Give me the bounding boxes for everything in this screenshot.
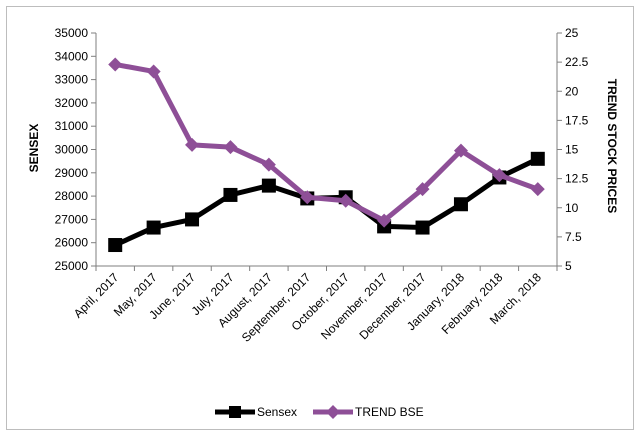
- legend: Sensex TREND BSE: [215, 405, 424, 419]
- series-layer: [108, 57, 545, 253]
- data-point: [108, 57, 123, 72]
- data-point: [415, 220, 430, 235]
- data-point: [223, 140, 238, 155]
- data-point: [453, 143, 468, 158]
- series-line: [114, 156, 539, 248]
- data-point: [146, 64, 161, 79]
- axes: [95, 33, 558, 267]
- legend-marker: [229, 406, 241, 418]
- left-tick-label: 34000: [55, 49, 89, 63]
- legend-item: Sensex: [215, 405, 297, 419]
- legend-label: TREND BSE: [355, 405, 424, 419]
- right-tick-label: 5: [565, 259, 572, 273]
- right-tick-label: 25: [565, 26, 579, 40]
- data-point: [261, 157, 276, 172]
- x-tick-label: December, 2017: [356, 270, 428, 342]
- data-point: [223, 187, 238, 202]
- right-tick-label: 12.5: [565, 172, 589, 186]
- data-point: [453, 197, 468, 212]
- left-axis-ticks: 25000 26000 27000 28000 29000 30000 31000 32000…: [55, 26, 96, 273]
- series-line: [114, 61, 539, 224]
- left-tick-label: 35000: [55, 26, 89, 40]
- x-tick-label: September, 2017: [239, 270, 314, 345]
- left-tick-label: 30000: [55, 143, 89, 157]
- right-tick-label: 15: [565, 143, 579, 157]
- data-point: [146, 220, 161, 235]
- left-tick-label: 31000: [55, 119, 89, 133]
- right-tick-label: 20: [565, 84, 579, 98]
- left-tick-label: 28000: [55, 189, 89, 203]
- right-tick-label: 22.5: [565, 55, 589, 69]
- legend-marker: [326, 405, 340, 419]
- data-point: [530, 151, 545, 166]
- chart-frame: [6, 6, 634, 430]
- data-point: [530, 182, 545, 197]
- legend-label: Sensex: [257, 405, 297, 419]
- data-point: [185, 137, 200, 152]
- left-tick-label: 27000: [55, 212, 89, 226]
- data-point: [415, 182, 430, 197]
- left-tick-label: 33000: [55, 73, 89, 87]
- data-point: [108, 238, 123, 253]
- left-tick-label: 29000: [55, 166, 89, 180]
- data-point: [377, 213, 392, 228]
- series-sensex: [108, 151, 545, 253]
- data-point: [300, 190, 315, 205]
- left-tick-label: 32000: [55, 96, 89, 110]
- y2-axis-title: TREND STOCK PRICES: [605, 79, 619, 213]
- series-trend-bse: [108, 57, 545, 228]
- right-tick-label: 7.5: [565, 230, 582, 244]
- data-point: [492, 168, 507, 183]
- right-tick-label: 10: [565, 201, 579, 215]
- x-tick-label: November, 2017: [318, 270, 390, 342]
- data-point: [185, 212, 200, 227]
- right-tick-label: 17.5: [565, 113, 589, 127]
- data-point: [338, 193, 353, 208]
- left-tick-label: 25000: [55, 259, 89, 273]
- y-axis-title: SENSEX: [27, 124, 41, 173]
- data-point: [261, 178, 276, 193]
- right-axis-ticks: 5 7.5 10 12.5 15 17.5 20 22.5 25: [557, 26, 589, 273]
- left-tick-label: 26000: [55, 236, 89, 250]
- legend-item: TREND BSE: [313, 405, 424, 419]
